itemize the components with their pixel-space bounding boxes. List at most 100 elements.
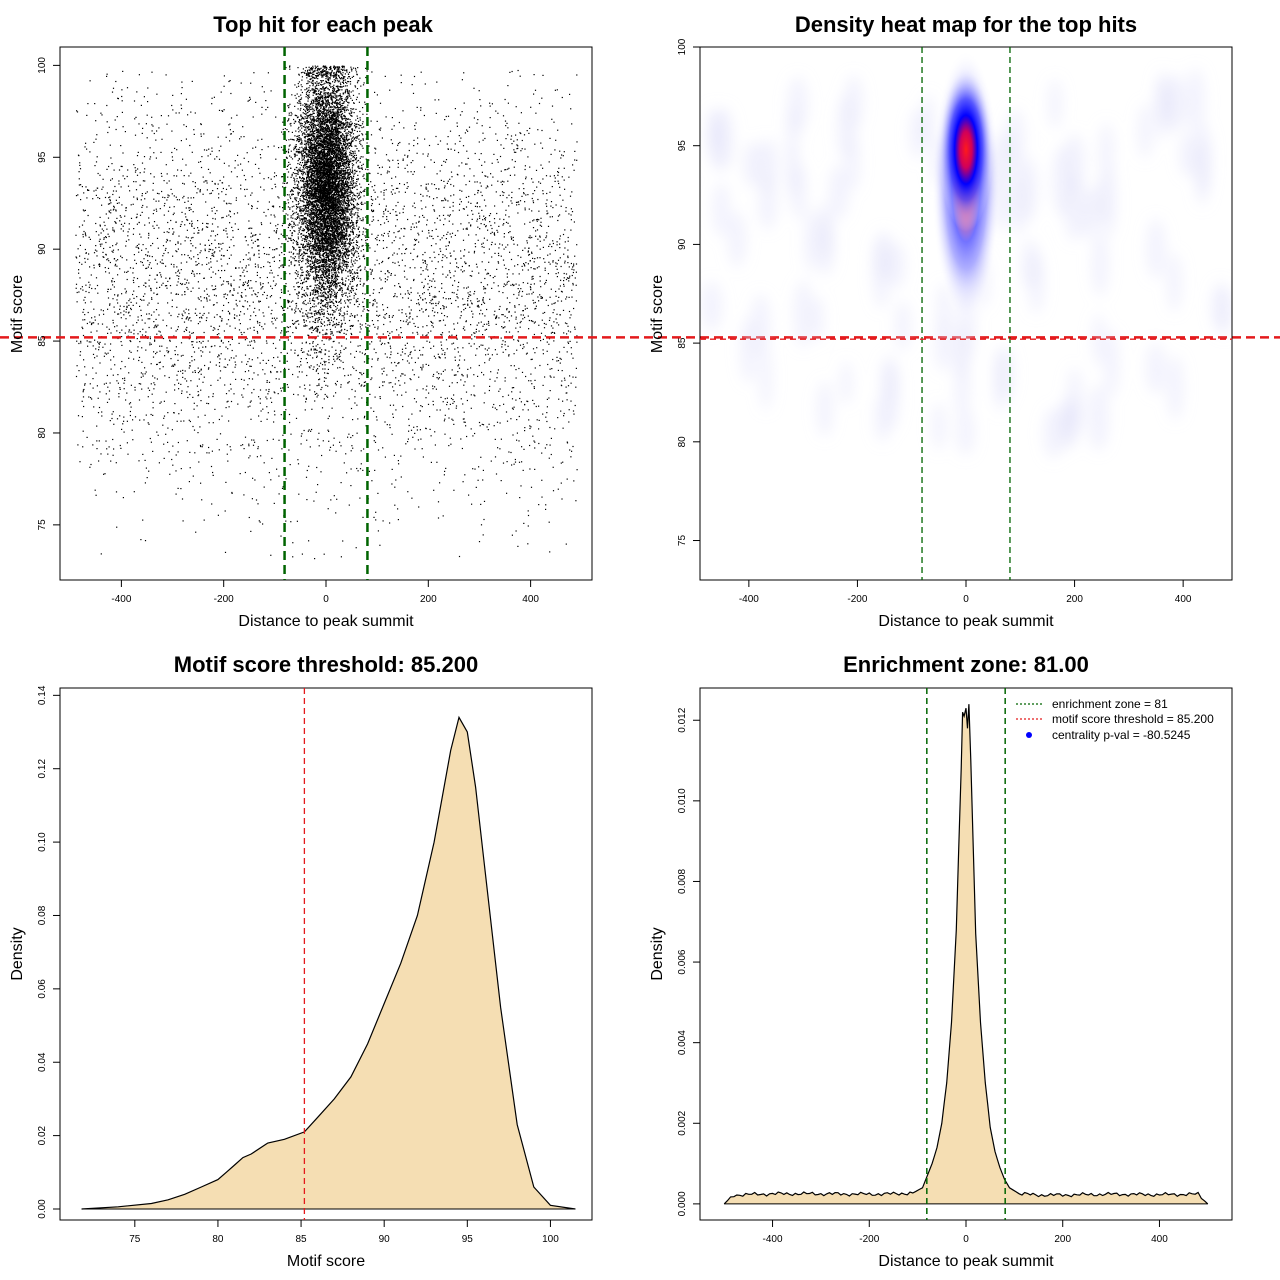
scatter-point	[286, 165, 289, 167]
scatter-point	[539, 224, 541, 226]
scatter-point	[425, 308, 427, 311]
scatter-point	[83, 210, 85, 212]
scatter-point	[420, 200, 422, 202]
scatter-point	[254, 240, 256, 242]
scatter-point	[529, 260, 531, 262]
scatter-point	[323, 315, 325, 318]
scatter-point	[512, 408, 514, 410]
scatter-point	[525, 176, 527, 178]
scatter-point	[285, 151, 287, 153]
scatter-point	[482, 424, 485, 426]
scatter-point	[182, 369, 184, 371]
scatter-point	[518, 294, 520, 296]
scatter-point	[214, 158, 216, 160]
scatter-point	[139, 184, 141, 186]
scatter-point	[504, 98, 506, 101]
scatter-point	[262, 328, 264, 330]
scatter-point	[570, 456, 572, 458]
scatter-point	[419, 429, 421, 431]
scatter-point	[242, 396, 244, 398]
scatter-point	[243, 136, 245, 138]
scatter-point	[75, 234, 77, 236]
scatter-point	[395, 211, 397, 213]
scatter-point	[122, 378, 124, 380]
scatter-point	[202, 444, 204, 446]
scatter-point	[359, 161, 361, 163]
scatter-point	[502, 194, 504, 196]
scatter-point	[305, 401, 307, 403]
scatter-point	[465, 196, 467, 198]
scatter-point	[218, 243, 220, 245]
scatter-point	[245, 240, 247, 242]
scatter-point	[247, 161, 250, 163]
scatter-point	[249, 287, 251, 289]
scatter-point	[561, 154, 563, 156]
scatter-point	[140, 199, 142, 201]
scatter-point	[520, 288, 522, 290]
scatter-point	[378, 239, 381, 242]
scatter-point	[442, 319, 445, 321]
scatter-point	[285, 478, 287, 480]
scatter-point	[442, 370, 444, 372]
scatter-point	[553, 121, 555, 123]
scatter-point	[204, 248, 206, 250]
scatter-point	[159, 361, 161, 363]
scatter-point	[166, 325, 168, 327]
scatter-point	[120, 255, 122, 257]
scatter-point	[192, 236, 194, 239]
scatter-point	[149, 318, 151, 320]
scatter-point	[179, 272, 181, 274]
scatter-point	[111, 163, 113, 165]
scatter-point	[113, 229, 115, 231]
scatter-point	[352, 233, 354, 235]
scatter-point	[120, 228, 122, 230]
scatter-point	[96, 440, 98, 442]
scatter-point	[468, 342, 470, 345]
scatter-point	[230, 117, 233, 119]
scatter-point	[88, 281, 90, 283]
scatter-point	[454, 149, 456, 151]
scatter-point	[268, 306, 270, 308]
scatter-point	[474, 468, 476, 470]
scatter-point	[214, 328, 216, 330]
scatter-point	[402, 320, 405, 322]
scatter-point	[279, 360, 281, 362]
scatter-point	[517, 145, 519, 147]
scatter-point	[183, 330, 185, 333]
scatter-point	[221, 191, 223, 193]
scatter-point	[234, 223, 236, 225]
scatter-point	[251, 439, 253, 441]
scatter-point	[79, 255, 81, 257]
scatter-point	[327, 429, 329, 431]
scatter-point	[351, 388, 353, 391]
scatter-point	[549, 216, 551, 218]
scatter-point	[417, 292, 419, 294]
scatter-point	[530, 106, 532, 108]
scatter-point	[574, 404, 576, 407]
scatter-point	[274, 249, 276, 251]
scatter-point	[390, 139, 392, 141]
scatter-point	[374, 152, 376, 154]
scatter-point	[385, 205, 387, 207]
scatter-point	[222, 242, 224, 244]
scatter-point	[230, 133, 232, 135]
scatter-point	[450, 171, 453, 173]
scatter-point	[291, 319, 294, 322]
scatter-point	[348, 71, 351, 73]
scatter-point	[425, 302, 427, 304]
scatter-point	[406, 187, 408, 189]
scatter-point	[228, 185, 230, 187]
scatter-point	[564, 188, 566, 190]
scatter-point	[565, 207, 567, 209]
scatter-point	[476, 111, 478, 113]
scatter-point	[443, 180, 445, 182]
scatter-point	[433, 489, 435, 491]
scatter-point	[511, 70, 513, 73]
scatter-point	[429, 257, 431, 259]
scatter-point	[484, 315, 486, 317]
scatter-point	[523, 448, 525, 450]
scatter-point	[564, 260, 566, 262]
scatter-point	[141, 132, 143, 134]
scatter-point	[109, 200, 111, 202]
scatter-point	[208, 250, 210, 253]
